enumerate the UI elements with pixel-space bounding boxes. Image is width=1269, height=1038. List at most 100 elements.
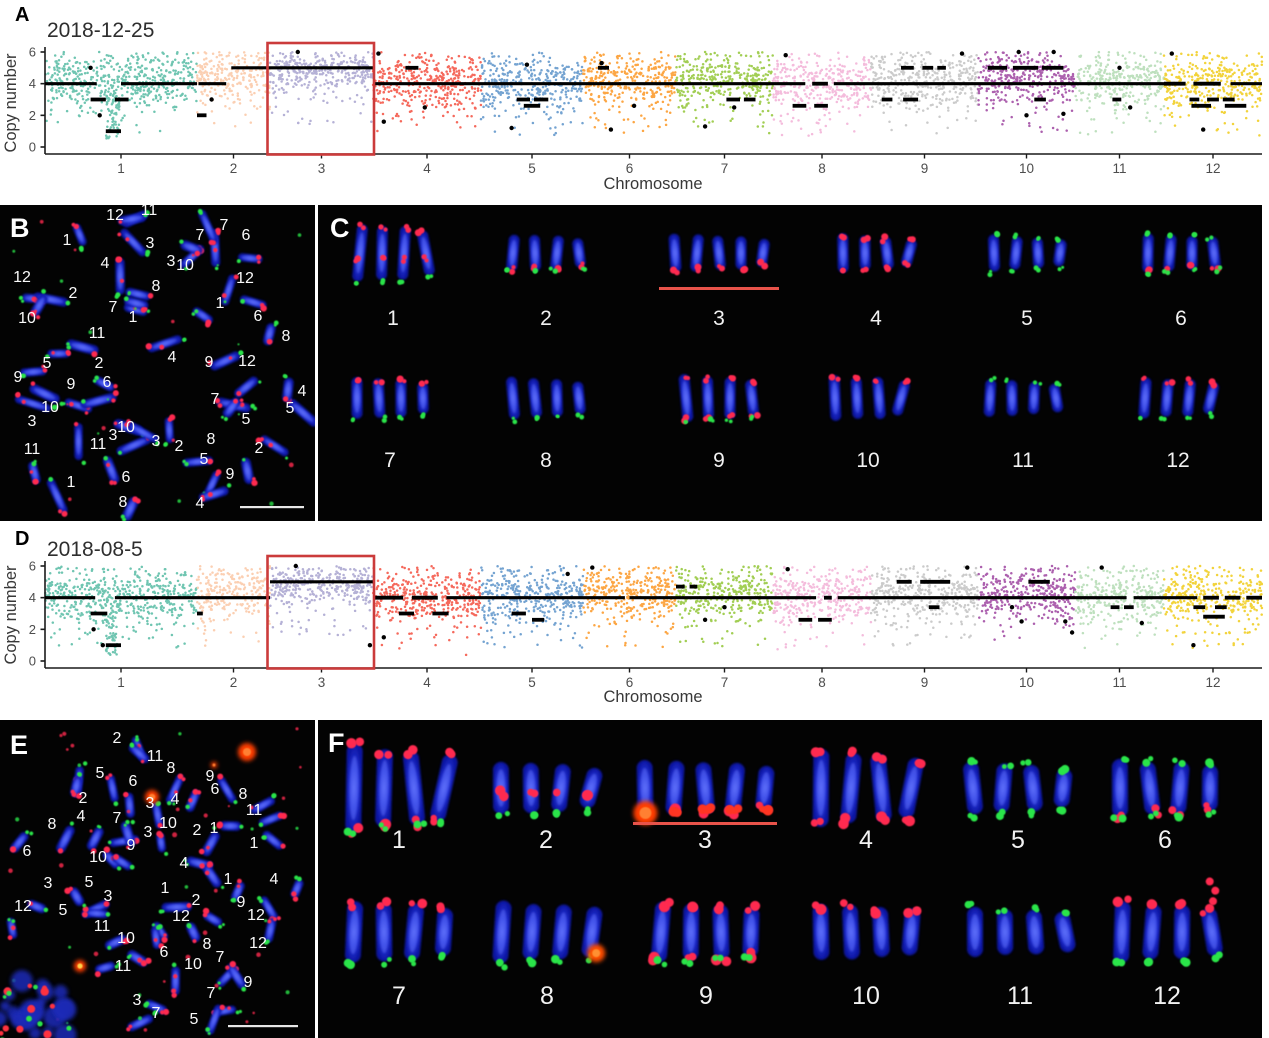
fish-signal-dot: [116, 866, 122, 871]
fish-signal-dot: [240, 298, 246, 304]
fish-signal-dot: [186, 903, 192, 909]
chromosome: [983, 375, 997, 417]
fish-signal-dot: [197, 208, 203, 214]
fish-signal-dot: [1162, 416, 1167, 422]
fish-signal-dot: [21, 373, 26, 379]
fish-signal-dot: [727, 413, 733, 419]
fish-signal-dot: [967, 812, 974, 819]
chromosome-number-label: 4: [298, 383, 307, 400]
chromosome-number-label: 2: [193, 822, 202, 839]
chromosome: [123, 296, 149, 313]
fish-signal-dot: [1110, 814, 1118, 822]
chromosome: [1048, 380, 1064, 413]
fish-signal-dot: [29, 470, 34, 474]
fish-signal-dot: [425, 274, 431, 280]
fish-signal-dot: [266, 338, 273, 345]
fish-signal-dot: [145, 252, 150, 257]
fish-signal-dot: [1187, 380, 1194, 386]
chromosome: [579, 767, 603, 817]
fish-signal-dot: [711, 419, 715, 423]
fish-signal-dot: [159, 344, 165, 350]
fish-signal-dot: [420, 820, 428, 827]
fish-signal-dot: [548, 266, 553, 271]
chromosome: [859, 234, 871, 274]
karyotype-group-label: 2: [540, 307, 552, 330]
chromosome: [198, 483, 232, 502]
fish-signal-dot: [105, 775, 110, 781]
chromosome: [186, 922, 201, 944]
chromosome: [217, 773, 238, 805]
fish-signal-dot: [995, 812, 1004, 821]
x-tick-label: 11: [1112, 675, 1126, 690]
chromosome: [1110, 755, 1130, 824]
fish-signal-dot: [408, 955, 416, 963]
chromosome: [1008, 232, 1023, 274]
fish-signal-dot: [128, 954, 132, 958]
fish-signal-dot: [184, 461, 189, 467]
chromosome: [838, 746, 862, 830]
chromosome: [551, 379, 563, 419]
fish-signal-dot: [200, 494, 205, 499]
fish-signal-dot: [418, 227, 425, 234]
fish-signal-dot: [103, 455, 108, 461]
chromosome-number-label: 1: [63, 232, 72, 249]
fish-signal-dot: [1038, 382, 1043, 386]
chromosome: [126, 950, 152, 967]
fish-signal-dot: [360, 225, 366, 231]
chromosome: [898, 757, 926, 827]
fish-signal-dot: [33, 459, 37, 463]
partial-nucleus: [0, 970, 77, 1038]
chromosome: [117, 228, 151, 257]
fish-signal-dot: [282, 396, 289, 402]
fish-signal-dot: [744, 907, 752, 914]
fish-signal-dot: [107, 840, 112, 845]
chromosome: [111, 854, 135, 871]
fish-signal-dot: [61, 510, 68, 517]
x-tick-label: 6: [626, 675, 634, 690]
fish-signal-dot: [1036, 237, 1040, 241]
fish-signal-dot: [378, 224, 384, 230]
fish-signal-dot: [173, 974, 178, 979]
fish-signal-dot: [291, 891, 297, 897]
fish-signal-dot: [135, 498, 141, 504]
chromosome: [1025, 904, 1045, 955]
chromosome-number-label: 8: [167, 760, 176, 777]
fish-signal-dot: [280, 843, 286, 849]
fish-signal-dot: [79, 247, 84, 252]
chromosome: [548, 235, 564, 274]
fish-signal-dot: [192, 939, 197, 944]
chromosome: [191, 307, 213, 328]
fish-signal-dot: [42, 367, 48, 373]
panel-d-chart: D 2018-08-5 Copy number Chromosome 0 2 4 6 1…: [2, 528, 1264, 706]
fish-signal-dot: [758, 805, 766, 813]
chromosome: [414, 227, 435, 280]
fish-signal-dot: [146, 211, 150, 215]
chromosome-number-label: 1: [250, 835, 259, 852]
chromosome: [504, 234, 520, 275]
chromosome-number-label: 6: [254, 308, 263, 325]
chromosome-number-label: 3: [109, 427, 118, 444]
chromosome: [1053, 764, 1073, 815]
chromosome-number-label: 3: [28, 413, 37, 430]
fish-signal-dot: [1208, 411, 1213, 416]
chromosome-number-label: 1: [216, 295, 225, 312]
chromosome-number-label: 6: [103, 374, 112, 391]
chromosome: [506, 376, 520, 425]
chromosome-number-label: 6: [129, 773, 138, 790]
fish-signal-dot: [386, 957, 392, 962]
fish-signal-dot: [880, 815, 890, 825]
chromosome: [66, 339, 99, 358]
chromosome: [745, 378, 761, 421]
fish-signal-dot: [140, 759, 145, 764]
fish-signal-dot: [1060, 764, 1070, 774]
fish-signal-dot: [810, 819, 819, 827]
fish-signal-dot: [205, 1027, 211, 1032]
chromosome: [963, 757, 983, 822]
fish-signal-dot: [420, 413, 426, 419]
chromosome: [572, 238, 588, 272]
fish-signal-dot: [1138, 416, 1142, 420]
chromosome: [73, 421, 87, 466]
x-tick-label: 6: [626, 161, 634, 176]
x-tick-label: 3: [318, 161, 326, 176]
